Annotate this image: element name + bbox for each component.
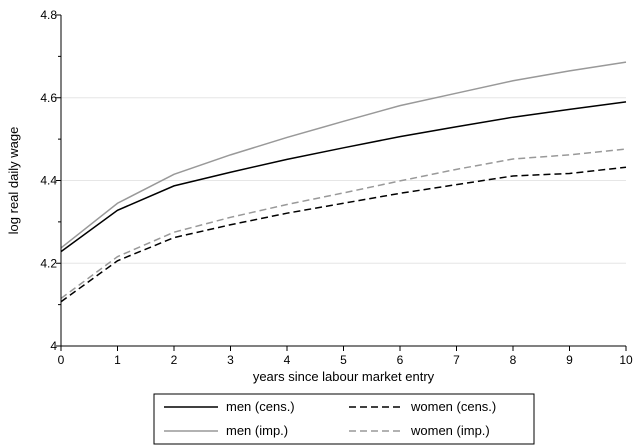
x-tick-label-5: 5 <box>340 353 347 367</box>
series-line-2 <box>60 166 627 303</box>
legend-label-0: men (cens.) <box>226 399 295 414</box>
series-lines <box>60 61 627 303</box>
legend-label-3: women (imp.) <box>410 423 490 438</box>
x-tick-label-7: 7 <box>453 353 460 367</box>
y-tick-labels: 4 4.2 4.4 4.6 4.8 <box>40 8 57 353</box>
y-axis-title: log real daily wage <box>6 127 21 235</box>
series-line-0 <box>60 101 627 253</box>
axes <box>56 14 627 351</box>
x-tick-label-1: 1 <box>114 353 121 367</box>
gridlines <box>61 97 626 264</box>
y-tick-label-3: 4.6 <box>40 91 57 105</box>
x-tick-label-3: 3 <box>227 353 234 367</box>
y-tick-label-0: 4 <box>50 339 57 353</box>
y-tick-label-1: 4.2 <box>40 256 57 270</box>
x-axis-title: years since labour market entry <box>253 369 435 384</box>
legend: men (cens.) women (cens.) men (imp.) women … <box>153 393 535 445</box>
legend-label-1: men (imp.) <box>226 423 288 438</box>
legend-box <box>153 393 535 445</box>
x-tick-label-0: 0 <box>58 353 65 367</box>
x-tick-labels: 0 1 2 3 4 5 6 7 8 9 10 <box>58 353 633 367</box>
y-tick-label-2: 4.4 <box>40 174 57 188</box>
x-tick-label-8: 8 <box>510 353 517 367</box>
series-line-1 <box>60 61 627 249</box>
x-tick-label-10: 10 <box>619 353 633 367</box>
x-tick-label-2: 2 <box>171 353 178 367</box>
x-tick-label-4: 4 <box>284 353 291 367</box>
series-line-3 <box>60 148 627 300</box>
x-tick-label-9: 9 <box>566 353 573 367</box>
y-tick-label-4: 4.8 <box>40 8 57 22</box>
legend-label-2: women (cens.) <box>410 399 496 414</box>
x-tick-label-6: 6 <box>397 353 404 367</box>
